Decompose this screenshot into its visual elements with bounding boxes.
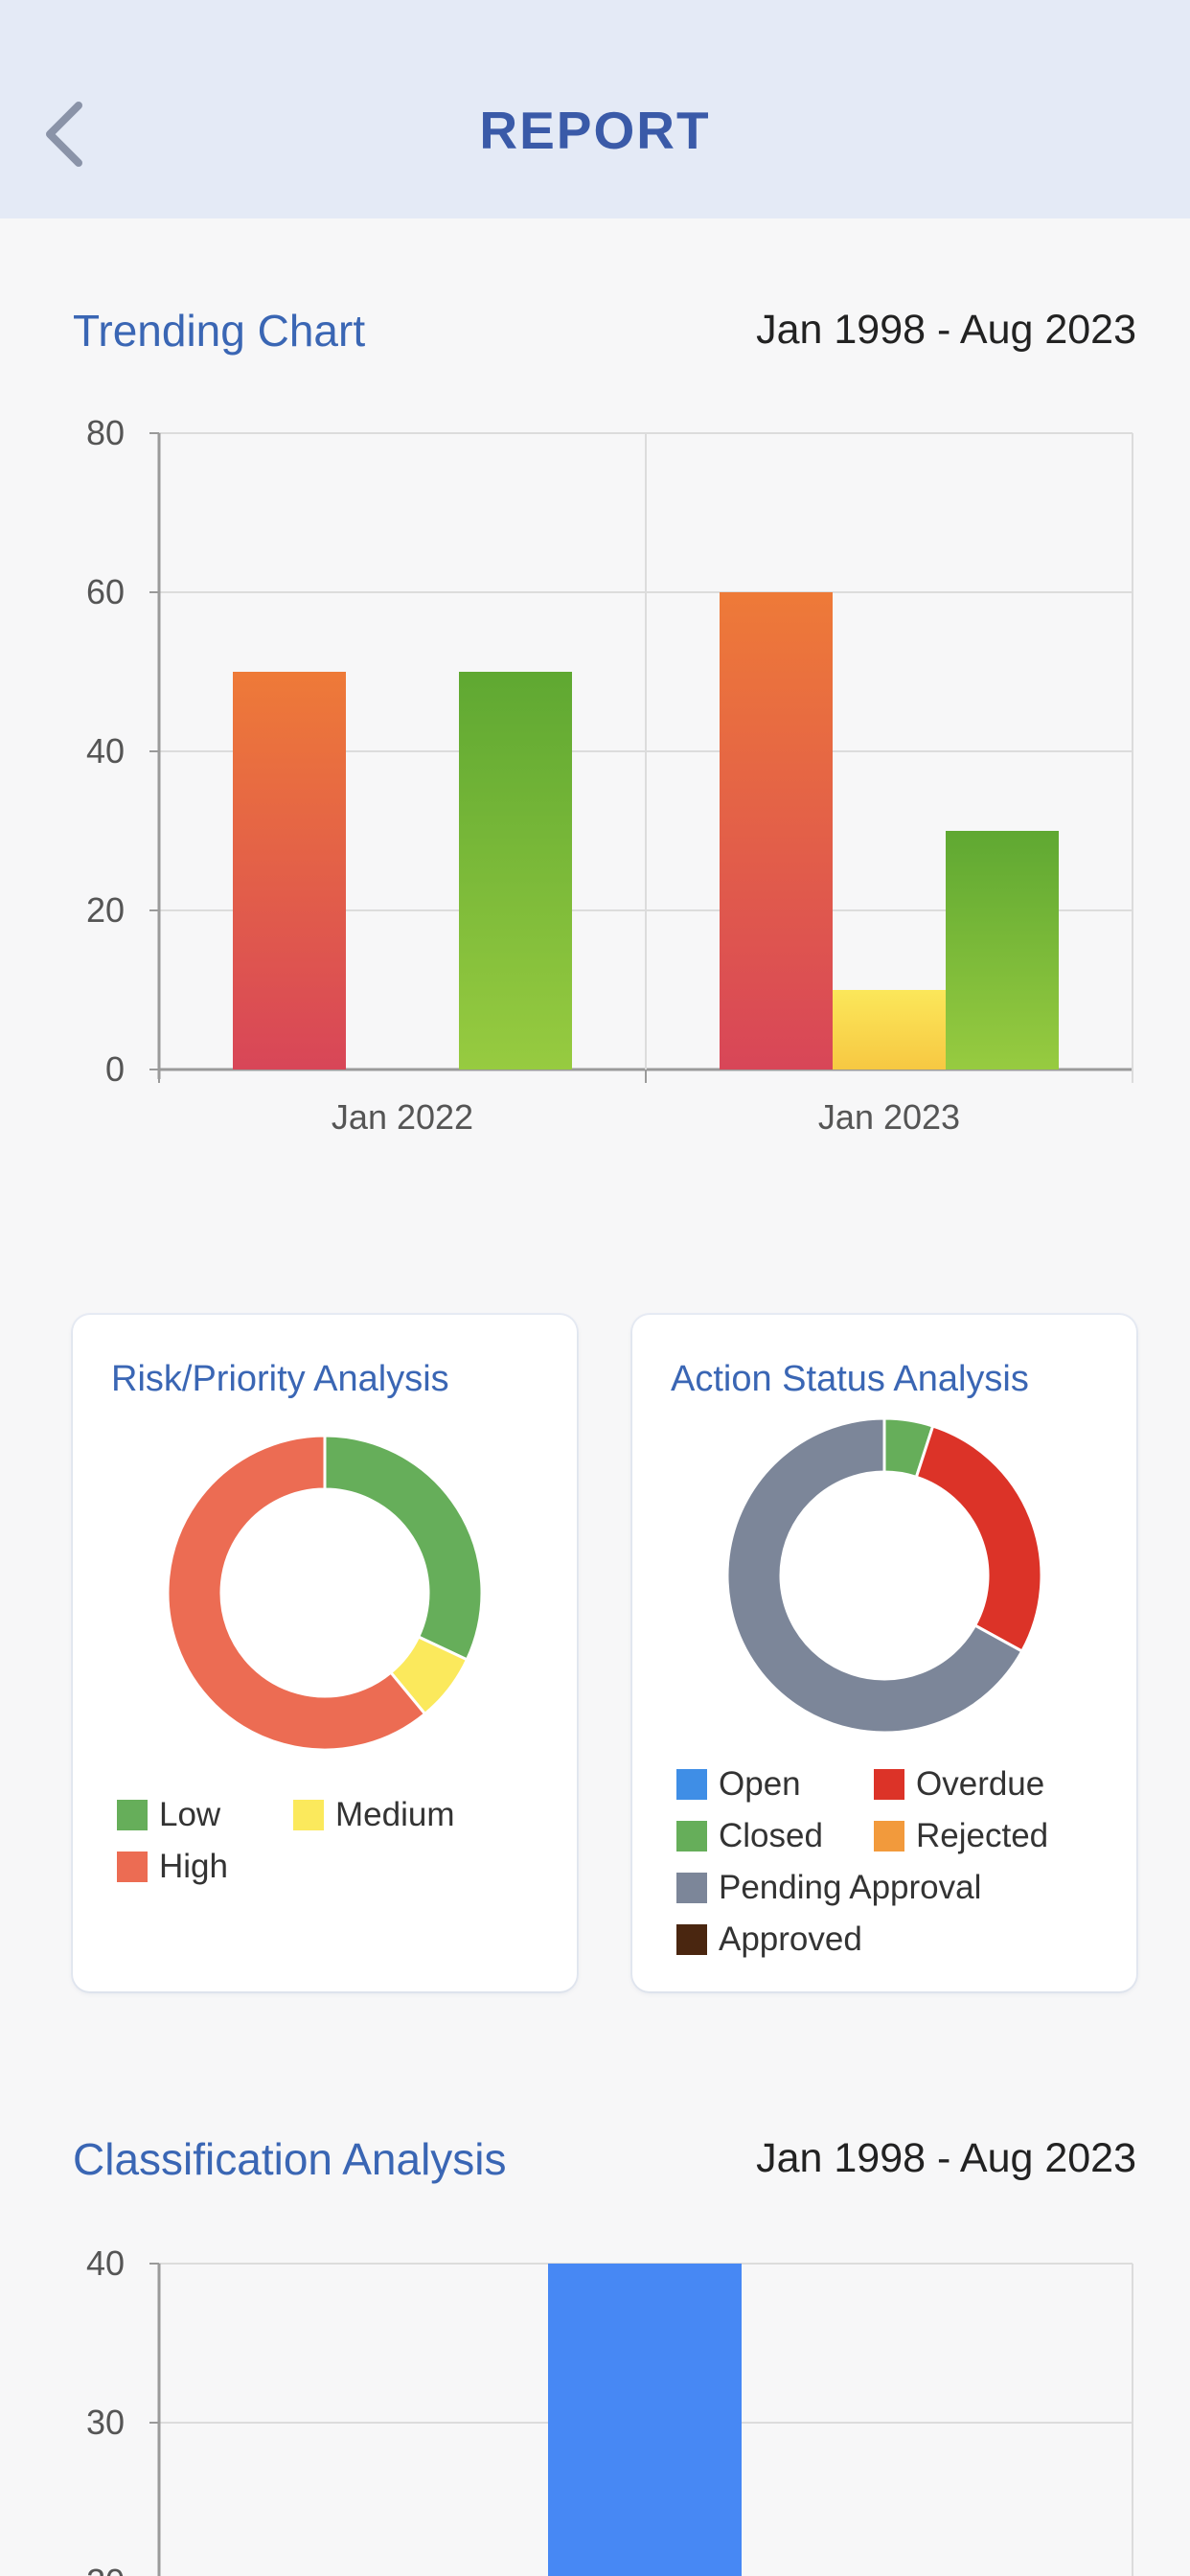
- y-tick-label: 60: [86, 572, 125, 611]
- legend-medium: Medium: [293, 1796, 454, 1834]
- legend-swatch: [117, 1852, 148, 1882]
- legend-label: Closed: [719, 1817, 823, 1854]
- trending-date-range[interactable]: Jan 1998 - Aug 2023: [756, 307, 1136, 353]
- legend-closed: Closed: [676, 1817, 823, 1855]
- bar: [233, 672, 346, 1070]
- legend-label: Pending Approval: [719, 1869, 982, 1906]
- chevron-left-icon: [46, 102, 82, 167]
- legend-label: High: [159, 1848, 228, 1885]
- risk-priority-title: Risk/Priority Analysis: [111, 1359, 449, 1399]
- legend-swatch: [293, 1800, 324, 1830]
- trending-chart: 0 20 40 60 80 Jan 2022 Jan 2023: [86, 413, 1133, 1137]
- legend-high: High: [117, 1848, 228, 1886]
- risk-priority-donut: [166, 1434, 484, 1752]
- donut-slice: [323, 1434, 484, 1662]
- action-status-title: Action Status Analysis: [671, 1359, 1029, 1399]
- legend-low: Low: [117, 1796, 220, 1834]
- classification-chart: 20 30 40: [86, 2243, 1133, 2576]
- legend-label: Medium: [335, 1796, 455, 1833]
- y-tick-label: 20: [86, 890, 125, 930]
- page-title: REPORT: [479, 101, 711, 160]
- bar: [548, 2264, 742, 2576]
- legend-overdue: Overdue: [874, 1765, 1044, 1804]
- risk-priority-card[interactable]: Risk/Priority Analysis Low Medium High: [73, 1315, 577, 1991]
- trending-chart-title: Trending Chart: [73, 306, 366, 356]
- legend-label: Open: [719, 1765, 801, 1803]
- y-tick-label: 40: [86, 2243, 125, 2283]
- legend-swatch: [676, 1769, 707, 1800]
- legend-label: Overdue: [916, 1765, 1045, 1803]
- y-tick-label: 20: [86, 2562, 125, 2576]
- donut-slice: [166, 1434, 427, 1752]
- legend-rejected: Rejected: [874, 1817, 1048, 1855]
- legend-open: Open: [676, 1765, 801, 1804]
- legend-swatch: [676, 1821, 707, 1852]
- y-tick-label: 0: [105, 1049, 125, 1089]
- bar: [946, 831, 1059, 1070]
- y-tick-label: 40: [86, 731, 125, 770]
- y-tick-label: 30: [86, 2403, 125, 2442]
- legend-approved: Approved: [676, 1920, 862, 1959]
- back-button[interactable]: [38, 96, 96, 172]
- bar: [833, 990, 946, 1070]
- y-tick-label: 80: [86, 413, 125, 452]
- legend-label: Rejected: [916, 1817, 1049, 1854]
- bar: [459, 672, 572, 1070]
- top-app-bar: REPORT: [0, 0, 1190, 218]
- x-tick-label: Jan 2023: [818, 1097, 960, 1137]
- action-status-card[interactable]: Action Status Analysis Open Overdue Clos…: [632, 1315, 1136, 1991]
- classification-date-range[interactable]: Jan 1998 - Aug 2023: [756, 2135, 1136, 2181]
- legend-swatch: [676, 1873, 707, 1903]
- donut-slice: [914, 1424, 1043, 1654]
- donut-slice: [725, 1416, 1024, 1735]
- legend-label: Approved: [719, 1920, 862, 1958]
- legend-swatch: [874, 1769, 904, 1800]
- action-status-donut: [725, 1416, 1043, 1735]
- bar: [720, 592, 833, 1070]
- legend-swatch: [874, 1821, 904, 1852]
- legend-swatch: [676, 1924, 707, 1955]
- legend-pending-approval: Pending Approval: [676, 1869, 981, 1907]
- classification-title: Classification Analysis: [73, 2134, 507, 2184]
- legend-label: Low: [159, 1796, 221, 1833]
- legend-swatch: [117, 1800, 148, 1830]
- x-tick-label: Jan 2022: [332, 1097, 473, 1137]
